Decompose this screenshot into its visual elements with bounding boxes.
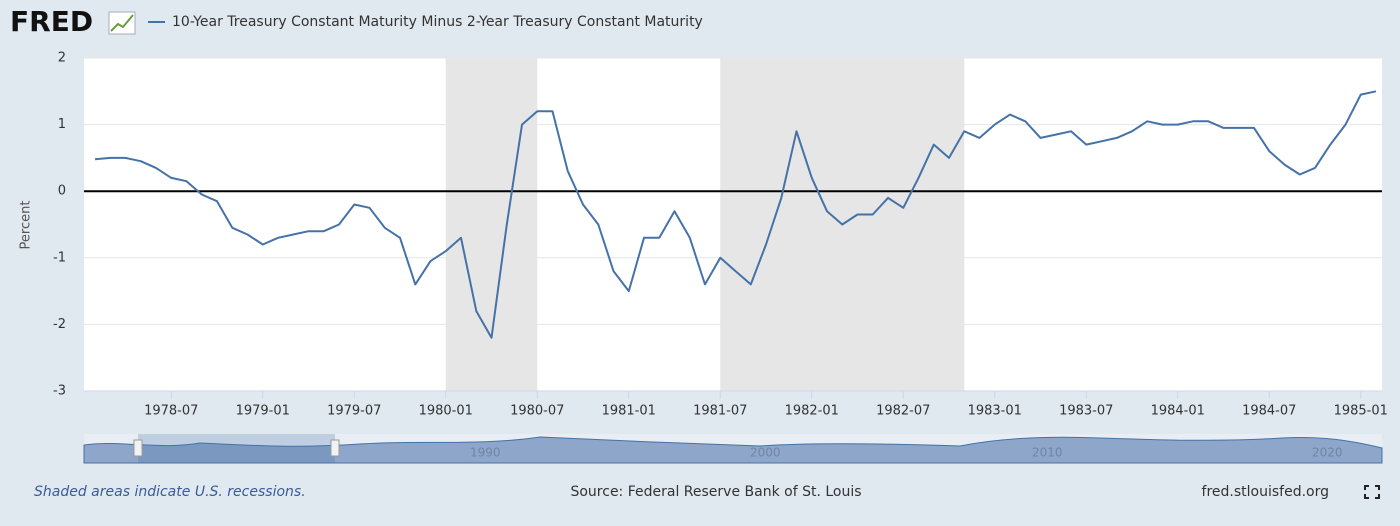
legend-label: 10-Year Treasury Constant Maturity Minus…	[172, 14, 703, 30]
navigator-label: 1990	[470, 446, 501, 460]
recession-note: Shaded areas indicate U.S. recessions.	[34, 484, 306, 500]
x-tick-label: 1979-07	[327, 404, 381, 419]
site-link[interactable]: fred.stlouisfed.org	[1202, 484, 1329, 500]
logo-icon	[108, 11, 136, 35]
y-tick-label: -1	[53, 250, 66, 265]
y-tick-label: 0	[58, 184, 66, 199]
navigator-handle[interactable]	[133, 439, 143, 457]
logo: FRED	[10, 5, 93, 38]
recession-band	[445, 58, 538, 391]
source: Source: Federal Reserve Bank of St. Loui…	[570, 484, 861, 500]
x-tick-label: 1978-07	[144, 404, 198, 419]
x-tick-label: 1984-07	[1242, 404, 1296, 419]
y-axis-label: Percent	[19, 201, 34, 250]
x-tick-label: 1981-01	[602, 404, 656, 419]
navigator-label: 2000	[750, 446, 781, 460]
x-tick-label: 1979-01	[236, 404, 290, 419]
y-tick-label: -3	[53, 384, 66, 399]
y-tick-label: 2	[58, 51, 66, 66]
series-line	[94, 90, 1377, 339]
navigator-series	[83, 436, 1383, 464]
x-tick-label: 1984-01	[1151, 404, 1205, 419]
y-tick-label: 1	[58, 117, 66, 132]
x-tick-label: 1982-07	[876, 404, 930, 419]
x-tick-label: 1980-07	[510, 404, 564, 419]
fullscreen-icon[interactable]	[1364, 485, 1380, 499]
navigator	[83, 434, 1383, 464]
x-tick-label: 1983-07	[1059, 404, 1113, 419]
navigator-label: 2020	[1312, 446, 1343, 460]
x-tick-label: 1981-07	[693, 404, 747, 419]
navigator-window[interactable]	[138, 434, 335, 463]
y-tick-label: -2	[53, 317, 66, 332]
x-tick-label: 1985-01	[1334, 404, 1388, 419]
navigator-handle[interactable]	[330, 439, 340, 457]
x-tick-label: 1983-01	[968, 404, 1022, 419]
x-tick-label: 1982-01	[785, 404, 839, 419]
navigator-label: 2010	[1032, 446, 1063, 460]
x-tick-label: 1980-01	[419, 404, 473, 419]
